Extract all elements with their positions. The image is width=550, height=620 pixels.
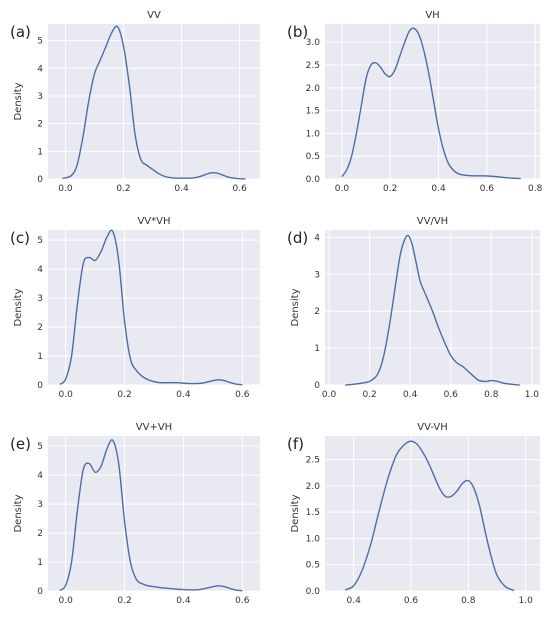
chart-panel-4: 0.0 0.2 0.4 0.6 0.8 1.0 0 1 2 3 4 VV/VH (d) Density bbox=[287, 216, 540, 400]
x-tick-label: 0.0 bbox=[322, 390, 337, 400]
panel-label: (a) bbox=[10, 23, 31, 41]
y-tick-label: 5 bbox=[37, 37, 43, 47]
x-tick-label: 0.0 bbox=[59, 390, 74, 400]
chart-panel-5: 0.0 0.2 0.4 0.6 0 1 2 3 4 5 VV+VH (e) Density bbox=[10, 422, 260, 606]
y-axis-label: Density bbox=[13, 494, 24, 532]
chart-title: VV bbox=[147, 10, 161, 21]
x-tick-label: 1.0 bbox=[525, 390, 540, 400]
y-tick-label: 0 bbox=[37, 175, 43, 185]
x-tick-label: 0.4 bbox=[403, 390, 418, 400]
y-tick-label: 3 bbox=[314, 270, 320, 280]
x-tick-label: 0.8 bbox=[528, 184, 543, 194]
y-tick-label: 0.5 bbox=[306, 561, 320, 571]
density-curve bbox=[345, 234, 520, 386]
y-tick-label: 2.5 bbox=[306, 61, 320, 71]
plot-area bbox=[48, 436, 260, 591]
x-tick-label: 0.0 bbox=[335, 184, 350, 194]
x-tick-label: 0.6 bbox=[444, 390, 459, 400]
density-curve bbox=[59, 439, 243, 592]
x-tick-label: 1.0 bbox=[519, 596, 534, 606]
x-tick-label: 0.0 bbox=[58, 184, 73, 194]
plot-area bbox=[48, 230, 260, 385]
chart-title: VV*VH bbox=[137, 216, 170, 227]
y-tick-label: 0.0 bbox=[306, 175, 321, 185]
y-tick-label: 0.0 bbox=[306, 587, 321, 597]
chart-panel-6: 0.4 0.6 0.8 1.0 0.0 0.5 1.0 1.5 2.0 2.5 VV-VH (f) De… bbox=[287, 422, 540, 606]
y-tick-label: 2 bbox=[37, 323, 43, 333]
density-curve bbox=[341, 27, 521, 180]
y-tick-label: 1.0 bbox=[306, 534, 321, 544]
panel-label: (b) bbox=[287, 23, 308, 41]
chart-title: VV+VH bbox=[136, 422, 172, 433]
y-tick-label: 3 bbox=[37, 294, 43, 304]
x-tick-label: 0.6 bbox=[480, 184, 495, 194]
y-tick-label: 1.5 bbox=[306, 107, 320, 117]
x-tick-label: 0.2 bbox=[362, 390, 376, 400]
y-tick-label: 0 bbox=[37, 381, 43, 391]
y-tick-label: 3 bbox=[37, 500, 43, 510]
chart-panel-2: 0.0 0.2 0.4 0.6 0.8 0.0 0.5 1.0 1.5 2.0 2.5 3.0 VH (b… bbox=[287, 10, 543, 194]
y-tick-label: 4 bbox=[37, 471, 43, 481]
x-tick-label: 0.4 bbox=[176, 596, 191, 606]
y-tick-label: 0 bbox=[314, 381, 320, 391]
y-axis-label: Density bbox=[290, 494, 301, 532]
chart-title: VV/VH bbox=[417, 216, 448, 227]
y-tick-label: 2 bbox=[314, 307, 320, 317]
y-tick-label: 5 bbox=[37, 442, 43, 452]
x-tick-label: 0.0 bbox=[59, 596, 74, 606]
y-tick-label: 1 bbox=[314, 344, 320, 354]
x-tick-label: 0.6 bbox=[233, 184, 248, 194]
x-tick-label: 0.6 bbox=[404, 596, 419, 606]
panel-label: (e) bbox=[10, 435, 31, 453]
density-curve bbox=[62, 25, 246, 180]
y-tick-label: 1 bbox=[37, 147, 43, 157]
plot-area bbox=[325, 24, 540, 179]
y-axis-label: Density bbox=[13, 82, 24, 120]
panel-label: (f) bbox=[287, 435, 304, 453]
y-axis-label: Density bbox=[13, 288, 24, 326]
y-tick-label: 4 bbox=[37, 265, 43, 275]
x-tick-label: 0.8 bbox=[484, 390, 499, 400]
y-tick-label: 4 bbox=[314, 233, 320, 243]
x-tick-label: 0.4 bbox=[174, 184, 189, 194]
y-tick-label: 3 bbox=[37, 92, 43, 102]
x-tick-label: 0.6 bbox=[235, 596, 250, 606]
plot-area bbox=[48, 24, 260, 179]
y-tick-label: 2.0 bbox=[306, 84, 321, 94]
x-tick-label: 0.4 bbox=[176, 390, 191, 400]
y-tick-label: 2 bbox=[37, 120, 43, 130]
chart-panel-3: 0.0 0.2 0.4 0.6 0 1 2 3 4 5 VV*VH (c) Density bbox=[10, 216, 260, 400]
y-tick-label: 1.0 bbox=[306, 129, 321, 139]
y-tick-label: 0.5 bbox=[306, 152, 320, 162]
y-tick-label: 1.5 bbox=[306, 508, 320, 518]
x-tick-label: 0.2 bbox=[117, 390, 131, 400]
y-axis-label: Density bbox=[290, 288, 301, 326]
density-curve bbox=[59, 229, 243, 386]
y-tick-label: 2.0 bbox=[306, 482, 321, 492]
y-tick-label: 5 bbox=[37, 236, 43, 246]
x-tick-label: 0.2 bbox=[116, 184, 130, 194]
x-tick-label: 0.6 bbox=[235, 390, 250, 400]
chart-title: VH bbox=[425, 10, 439, 21]
panel-label: (c) bbox=[10, 229, 30, 247]
x-tick-label: 0.8 bbox=[461, 596, 476, 606]
y-tick-label: 1 bbox=[37, 352, 43, 362]
y-tick-label: 2 bbox=[37, 529, 43, 539]
y-tick-label: 0 bbox=[37, 587, 43, 597]
x-tick-label: 0.2 bbox=[383, 184, 397, 194]
x-tick-label: 0.2 bbox=[117, 596, 131, 606]
y-tick-label: 3.0 bbox=[306, 38, 321, 48]
x-tick-label: 0.4 bbox=[347, 596, 362, 606]
y-tick-label: 2.5 bbox=[306, 456, 320, 466]
y-tick-label: 1 bbox=[37, 558, 43, 568]
y-tick-label: 4 bbox=[37, 64, 43, 74]
chart-panel-1: 0.0 0.2 0.4 0.6 0 1 2 3 4 5 VV (a) Density bbox=[10, 10, 260, 194]
plot-area bbox=[325, 230, 540, 385]
x-tick-label: 0.4 bbox=[431, 184, 446, 194]
panel-label: (d) bbox=[287, 229, 308, 247]
chart-title: VV-VH bbox=[417, 422, 447, 433]
density-curve bbox=[344, 440, 515, 592]
